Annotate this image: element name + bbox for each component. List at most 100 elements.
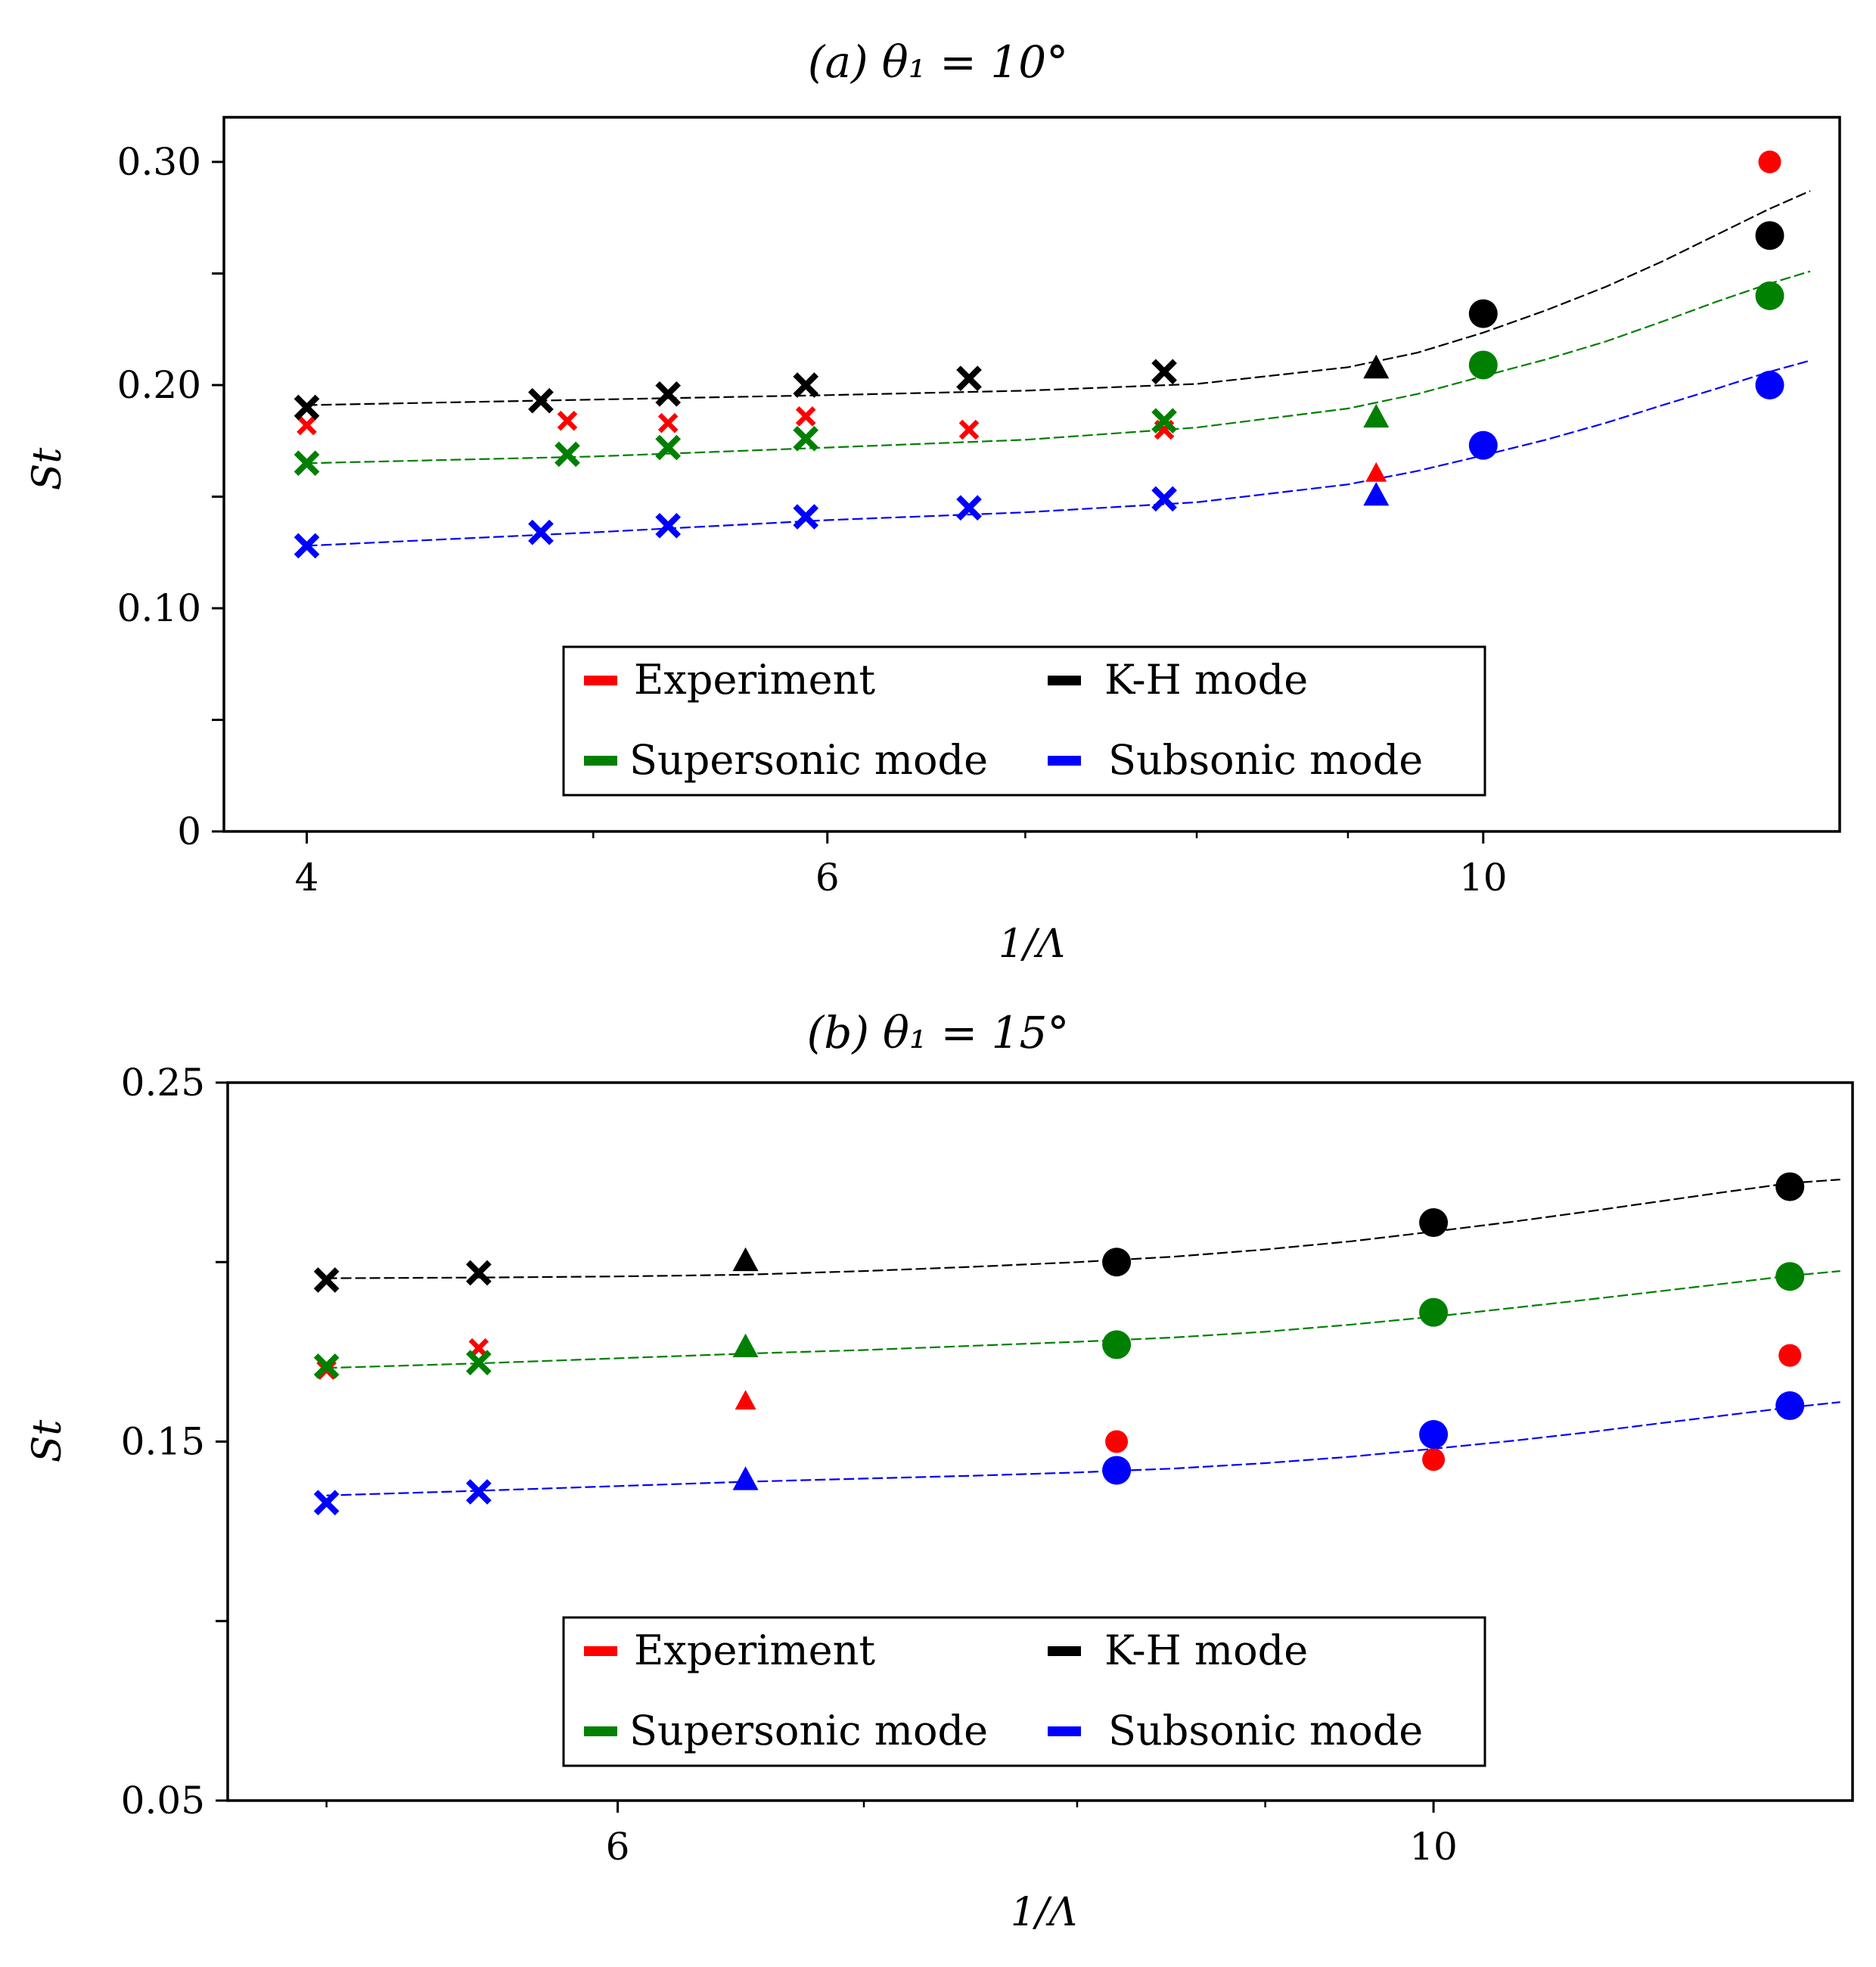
panel-a-k-h-mode-point — [1468, 299, 1498, 328]
panel-b-x-tick-label: 6 — [606, 1825, 630, 1869]
panel-b-subsonic-mode-point — [732, 1466, 759, 1490]
legend-label-subsonic-mode: Subsonic mode — [1108, 736, 1423, 784]
panel-b-subsonic-mode-point — [1102, 1456, 1132, 1485]
panel-a: (a) θ₁ = 10° 0 0.10 0.20 0.30 4 6 10 1/Λ St Exp… — [25, 36, 1841, 967]
panel-a-subsonic-mode-point — [1468, 430, 1498, 460]
panel-a-subsonic-mode-point — [1363, 481, 1390, 506]
legend-swatch-supersonic-mode — [584, 756, 617, 766]
panel-b-subsonic-mode-point — [466, 1479, 492, 1505]
panel-a-markers — [294, 151, 1784, 559]
panel-a-experiment-point — [958, 419, 980, 440]
legend-label-supersonic-mode: Supersonic mode — [629, 736, 988, 784]
panel-a-y-tick-label: 0.20 — [117, 363, 201, 407]
panel-a-subsonic-mode-fit — [306, 359, 1811, 547]
panel-b-legend-box — [562, 1616, 1486, 1767]
legend-swatch-experiment — [584, 1646, 617, 1656]
legend-label-kh-mode: K-H mode — [1104, 1627, 1308, 1674]
panel-a-supersonic-mode-point — [655, 434, 682, 461]
panel-a-supersonic-mode-point — [1755, 281, 1784, 310]
panel-a-subsonic-mode-point — [956, 495, 982, 521]
panel-b-ticks: 0.05 0.15 0.25 6 10 — [121, 1061, 1458, 1869]
panel-a-y-tick-label: 0.10 — [117, 586, 201, 630]
panel-a-subsonic-mode-point — [294, 533, 320, 559]
panel-a-supersonic-mode-point — [1151, 408, 1177, 434]
panel-b-supersonic-mode-point — [466, 1350, 492, 1375]
panel-a-experiment-point — [1365, 461, 1387, 482]
legend-label-supersonic-mode: Supersonic mode — [629, 1707, 988, 1754]
panel-a-x-tick-label: 6 — [815, 856, 840, 900]
panel-a-legend: Experiment K-H mode Supersonic mode Subs… — [562, 645, 1486, 797]
legend-swatch-subsonic-mode — [1048, 756, 1081, 766]
panel-b-title: (b) θ₁ = 15° — [807, 1007, 1070, 1058]
panel-b-experiment-point — [1422, 1448, 1446, 1471]
panel-a-experiment-point — [795, 406, 816, 427]
panel-a-subsonic-mode-point — [793, 504, 819, 530]
panel-a-x-tick-label: 4 — [295, 856, 319, 900]
panel-b-experiment-point — [1778, 1344, 1802, 1367]
panel-b-legend: Experiment K-H mode Supersonic mode Subs… — [562, 1616, 1486, 1767]
panel-b-subsonic-mode-point — [1419, 1420, 1449, 1450]
panel-b-k-h-mode-point — [1102, 1248, 1132, 1277]
panel-b-x-tick-label: 10 — [1409, 1825, 1458, 1869]
panel-b-supersonic-mode-point — [1102, 1330, 1132, 1359]
legend-label-experiment: Experiment — [634, 656, 875, 704]
panel-b-k-h-mode-point — [1775, 1172, 1805, 1201]
panel-a-x-axis-label: 1/Λ — [999, 921, 1065, 967]
panel-a-ticks: 0 0.10 0.20 0.30 4 6 10 — [117, 140, 1508, 900]
panel-b-subsonic-mode-point — [313, 1490, 340, 1515]
panel-a-supersonic-mode-point — [793, 425, 819, 452]
legend-swatch-kh-mode — [1048, 1646, 1081, 1656]
legend-label-subsonic-mode: Subsonic mode — [1108, 1707, 1423, 1754]
legend-swatch-subsonic-mode — [1048, 1726, 1081, 1736]
panel-a-k-h-mode-point — [528, 387, 554, 414]
panel-a-subsonic-mode-point — [655, 513, 682, 539]
panel-a-supersonic-mode-point — [1468, 350, 1498, 380]
panel-a-y-tick-label: 0 — [177, 809, 201, 853]
legend-swatch-experiment — [584, 676, 617, 685]
panel-a-supersonic-mode-point — [554, 441, 580, 468]
panel-a-plot-frame — [222, 116, 1841, 833]
panel-b-k-h-mode-point — [313, 1267, 340, 1293]
legend-swatch-kh-mode — [1048, 676, 1081, 685]
panel-b: (b) θ₁ = 15° 0.05 0.15 0.25 6 10 1/Λ St Exper… — [25, 1007, 1854, 1935]
panel-a-k-h-mode-fit — [306, 190, 1811, 406]
panel-b-subsonic-mode-fit — [326, 1401, 1840, 1496]
panel-a-subsonic-mode-point — [528, 519, 554, 545]
panel-b-experiment-point — [1105, 1430, 1129, 1453]
panel-b-supersonic-mode-point — [313, 1353, 340, 1379]
panel-b-k-h-mode-point — [732, 1247, 759, 1272]
panel-a-experiment-point — [1758, 151, 1781, 173]
panel-a-supersonic-mode-point — [294, 450, 320, 477]
panel-b-y-tick-label: 0.05 — [121, 1779, 205, 1823]
panel-b-supersonic-mode-fit — [326, 1270, 1840, 1369]
panel-b-y-tick-label: 0.25 — [121, 1061, 205, 1105]
panel-b-x-axis-label: 1/Λ — [1011, 1890, 1077, 1935]
panel-b-markers — [313, 1172, 1805, 1515]
panel-a-legend-box — [562, 645, 1486, 797]
panel-a-experiment-point — [557, 410, 578, 431]
panel-b-fit-curves — [326, 1179, 1840, 1496]
panel-a-k-h-mode-point — [1755, 221, 1784, 250]
panel-a-k-h-mode-point — [294, 394, 320, 421]
panel-a-fit-curves — [306, 190, 1811, 547]
panel-a-title: (a) θ₁ = 10° — [808, 36, 1068, 88]
panel-b-k-h-mode-point — [466, 1260, 492, 1286]
panel-b-experiment-point — [735, 1390, 756, 1410]
panel-a-x-tick-label: 10 — [1459, 856, 1508, 900]
panel-b-supersonic-mode-point — [1775, 1262, 1805, 1291]
panel-a-experiment-point — [657, 412, 679, 433]
panel-b-y-axis-label: St — [25, 1420, 70, 1463]
panel-a-experiment-point — [297, 415, 317, 436]
panel-b-supersonic-mode-point — [1419, 1297, 1449, 1327]
panel-a-k-h-mode-point — [1363, 354, 1390, 379]
panel-a-k-h-mode-point — [655, 381, 682, 407]
panel-b-subsonic-mode-point — [1775, 1391, 1805, 1421]
panel-a-k-h-mode-point — [1151, 359, 1177, 385]
panel-a-supersonic-mode-point — [1363, 403, 1390, 428]
legend-label-experiment: Experiment — [634, 1627, 875, 1674]
panel-b-y-tick-label: 0.15 — [121, 1420, 205, 1464]
panel-a-k-h-mode-point — [793, 372, 819, 398]
panel-b-supersonic-mode-point — [732, 1333, 759, 1358]
panel-a-y-axis-label: St — [25, 448, 70, 491]
